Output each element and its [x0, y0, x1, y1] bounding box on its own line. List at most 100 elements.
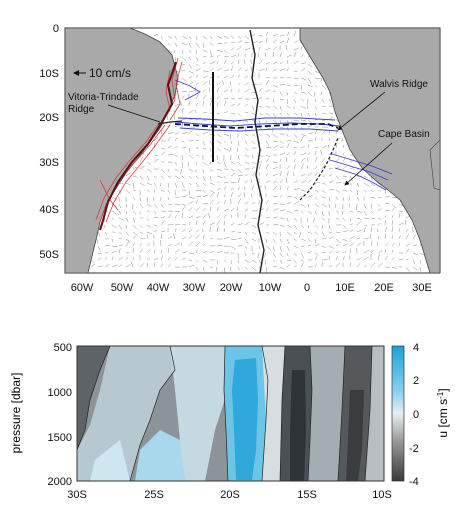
- velocity-vector: [160, 233, 162, 240]
- velocity-vector: [342, 175, 348, 178]
- velocity-vector: [188, 154, 194, 159]
- velocity-vector: [286, 152, 290, 156]
- velocity-vector: [208, 80, 211, 86]
- velocity-vector: [139, 262, 145, 268]
- velocity-vector: [216, 102, 219, 107]
- velocity-vector: [216, 96, 220, 100]
- velocity-vector: [348, 203, 351, 208]
- velocity-vector: [209, 35, 213, 40]
- velocity-vector: [251, 252, 256, 255]
- velocity-vector: [202, 161, 208, 166]
- velocity-vector: [244, 208, 249, 212]
- velocity-vector: [377, 217, 382, 221]
- latitude-section-ticks: 30S 25S 20S 15S 10S: [67, 489, 392, 501]
- velocity-vector: [209, 175, 212, 182]
- velocity-vector: [300, 262, 304, 268]
- velocity-vector: [174, 224, 181, 226]
- velocity-vector: [216, 175, 223, 179]
- velocity-vector: [272, 224, 279, 226]
- velocity-vector: [272, 231, 278, 236]
- velocity-vector: [236, 147, 239, 152]
- velocity-vector: [146, 189, 150, 192]
- velocity-vector: [398, 242, 400, 247]
- velocity-vector: [258, 88, 262, 93]
- velocity-vector: [279, 146, 284, 149]
- velocity-vector: [139, 165, 145, 170]
- velocity-vector: [285, 44, 288, 51]
- velocity-vector: [272, 180, 277, 184]
- velocity-vector: [293, 77, 299, 79]
- velocity-vector: [279, 170, 282, 177]
- velocity-vector: [118, 244, 123, 247]
- velocity-vector: [272, 185, 277, 191]
- velocity-vector: [314, 146, 319, 149]
- velocity-vector: [265, 238, 268, 243]
- velocity-vector: [272, 140, 278, 143]
- velocity-vector: [103, 217, 106, 222]
- velocity-vector: [237, 97, 243, 100]
- lat-tick: 20S: [39, 112, 59, 124]
- velocity-vector: [230, 161, 235, 165]
- velocity-vector: [300, 62, 307, 65]
- velocity-vector: [153, 158, 159, 163]
- velocity-vector: [181, 42, 187, 46]
- velocity-vector: [363, 226, 366, 233]
- velocity-vector: [188, 175, 192, 179]
- velocity-vector: [293, 30, 297, 37]
- velocity-vector: [202, 42, 204, 48]
- velocity-vector: [300, 152, 307, 156]
- velocity-vector: [342, 157, 346, 163]
- velocity-vector: [363, 189, 367, 193]
- velocity-vector: [216, 206, 220, 212]
- velocity-vector: [335, 231, 341, 234]
- velocity-vector: [307, 124, 313, 128]
- velocity-vector: [244, 147, 249, 151]
- velocity-vector: [279, 140, 284, 144]
- velocity-vector: [237, 223, 243, 226]
- lat-tick: 10S: [39, 68, 59, 80]
- velocity-vector: [146, 224, 152, 228]
- velocity-vector: [363, 203, 367, 209]
- velocity-vector: [335, 210, 340, 214]
- velocity-vector: [412, 266, 418, 271]
- lon-tick: 50W: [111, 282, 134, 294]
- velocity-vector: [237, 74, 240, 79]
- colorbar-tick: -2: [409, 443, 419, 455]
- velocity-vector: [300, 91, 306, 94]
- velocity-vector: [160, 189, 165, 193]
- velocity-vector: [293, 91, 298, 95]
- velocity-vector: [181, 251, 188, 254]
- velocity-vector: [293, 52, 297, 58]
- velocity-vector: [237, 40, 243, 44]
- velocity-vector: [286, 140, 291, 142]
- velocity-vector: [272, 145, 279, 149]
- velocity-vector: [174, 215, 178, 219]
- velocity-vector: [174, 210, 181, 213]
- velocity-vector: [111, 217, 115, 221]
- velocity-vector: [272, 69, 277, 72]
- velocity-vector: [167, 132, 174, 135]
- velocity-vector: [181, 206, 186, 212]
- velocity-vector: [188, 221, 191, 226]
- velocity-vector: [118, 231, 123, 235]
- velocity-vector: [167, 213, 172, 219]
- velocity-vector: [258, 119, 260, 126]
- velocity-vector: [300, 245, 305, 247]
- velocity-vector: [167, 196, 170, 201]
- velocity-vector: [167, 256, 171, 261]
- velocity-vector: [272, 173, 278, 177]
- velocity-vector: [293, 60, 299, 65]
- velocity-vector: [258, 59, 263, 65]
- velocity-vector: [342, 196, 345, 201]
- velocity-vector: [132, 224, 137, 230]
- velocity-vector: [174, 203, 181, 206]
- velocity-vector: [146, 217, 150, 222]
- velocity-vector: [181, 182, 185, 189]
- velocity-vector: [244, 259, 251, 264]
- velocity-vector: [398, 258, 404, 261]
- velocity-vector: [132, 175, 138, 178]
- velocity-vector: [257, 252, 260, 259]
- velocity-vector: [384, 210, 390, 212]
- velocity-vector: [377, 222, 381, 226]
- velocity-vector: [263, 252, 267, 258]
